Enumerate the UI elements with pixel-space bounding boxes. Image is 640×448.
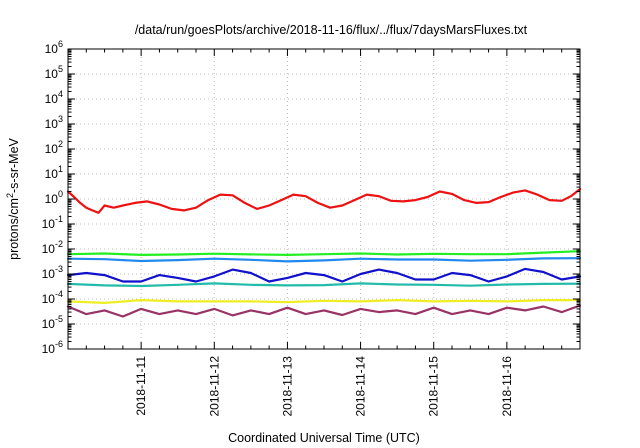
y-axis-label-base: protons/cm: [7, 198, 21, 260]
x-tick-label: 2018-11-15: [427, 356, 441, 417]
y-tick-label: 10-3: [42, 264, 63, 281]
x-tick-label: 2018-11-11: [134, 356, 148, 416]
series-lines: [66, 188, 582, 318]
axis-ticks: 10-6 10-5 10-4 10-3 10-2 10-1 100 101 102 103 104 1…: [42, 39, 580, 417]
series-line: [66, 257, 582, 263]
y-tick-label: 10-2: [42, 239, 63, 256]
series-line: [66, 299, 582, 304]
y-tick-label: 101: [45, 164, 63, 181]
series-line: [66, 267, 582, 283]
y-tick-label: 104: [45, 89, 63, 106]
y-tick-label: 10-4: [42, 289, 63, 306]
series-line: [66, 250, 582, 256]
series-line: [66, 188, 582, 214]
y-tick-label: 100: [45, 189, 63, 206]
y-tick-label: 106: [45, 39, 63, 56]
x-tick-label: 2018-11-13: [280, 356, 294, 417]
series-line: [66, 282, 582, 288]
chart-title: /data/run/goesPlots/archive/2018-11-16/f…: [135, 23, 528, 37]
y-tick-label: 10-5: [42, 314, 63, 331]
y-tick-label: 10-6: [42, 339, 63, 356]
y-tick-label: 103: [45, 114, 63, 131]
y-axis-label: protons/cm2-s-sr-MeV: [5, 137, 21, 259]
x-axis-label: Coordinated Universal Time (UTC): [228, 431, 420, 445]
y-tick-label: 102: [45, 139, 63, 156]
series-line: [66, 304, 582, 318]
grid-lines: [68, 49, 580, 349]
y-axis-label-rest: -s-sr-MeV: [7, 137, 21, 193]
x-tick-label: 2018-11-14: [354, 356, 368, 417]
y-tick-label: 10-1: [42, 214, 63, 231]
x-tick-label: 2018-11-12: [207, 356, 221, 417]
y-tick-label: 105: [45, 64, 63, 81]
y-axis-label-sup: 2: [5, 193, 15, 198]
x-tick-label: 2018-11-16: [500, 356, 514, 417]
